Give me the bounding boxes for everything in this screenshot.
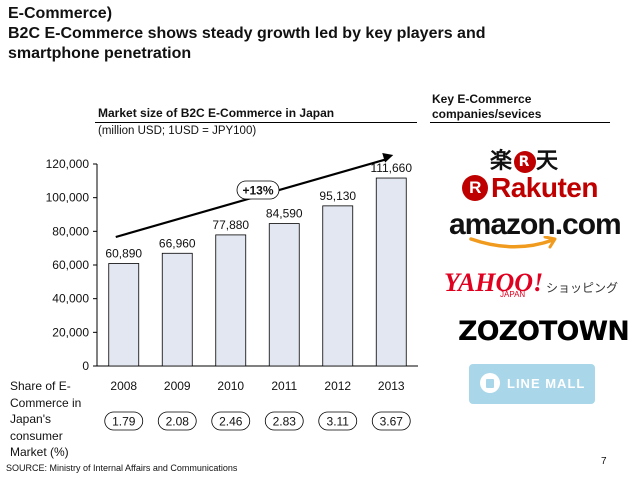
key-companies-rule xyxy=(430,122,610,123)
y-tick-label: 60,000 xyxy=(52,258,89,272)
yahoo-japan-label: JAPAN xyxy=(500,290,526,299)
rakuten-kanji-char-2: 天 xyxy=(536,149,561,174)
rakuten-wordmark: Rakuten xyxy=(491,172,598,203)
rakuten-logo: R Rakuten xyxy=(462,172,598,204)
share-pill-2011 xyxy=(264,411,304,431)
bar-2009 xyxy=(161,252,193,367)
source-note: SOURCE: Ministry of Internal Affairs and… xyxy=(6,463,238,473)
x-tick-label-2012: 2012 xyxy=(324,379,351,393)
share-pill-2008 xyxy=(104,411,144,431)
share-pill-2013 xyxy=(371,411,411,431)
slide-title: E-Commerce) B2C E-Commerce shows steady … xyxy=(8,5,486,62)
page-number: 7 xyxy=(601,456,607,467)
growth-annotation: +13% xyxy=(242,184,273,198)
line-mall-wordmark: LINE MALL xyxy=(507,376,586,391)
y-tick-label: 120,000 xyxy=(46,157,90,171)
bar-2011 xyxy=(268,223,300,367)
share-value-2012: 3.11 xyxy=(327,415,350,429)
bar-2010 xyxy=(215,234,247,367)
data-label-2009: 66,960 xyxy=(159,236,196,250)
line-mall-logo: LINE MALL xyxy=(469,364,595,404)
rakuten-kanji-char-1: 楽 xyxy=(490,149,515,174)
x-tick-label-2009: 2009 xyxy=(164,379,191,393)
data-label-2012: 95,130 xyxy=(319,189,356,203)
x-tick-label-2008: 2008 xyxy=(110,379,137,393)
key-companies-title: Key E-Commerce companies/sevices xyxy=(432,92,542,121)
bar-2012 xyxy=(322,205,354,367)
shopping-bag-icon xyxy=(480,373,500,393)
data-label-2010: 77,880 xyxy=(212,218,249,232)
data-label-2011: 84,590 xyxy=(266,207,303,221)
amazon-smile-icon xyxy=(469,236,557,249)
share-pill-2010 xyxy=(211,411,251,431)
y-tick-label: 0 xyxy=(82,359,89,373)
yahoo-shopping-label: ショッピング xyxy=(546,281,619,295)
share-value-2013: 3.67 xyxy=(380,415,404,429)
x-tick-label-2011: 2011 xyxy=(271,379,297,393)
amazon-logo: amazon.com xyxy=(449,208,622,241)
y-tick-label: 20,000 xyxy=(52,325,89,339)
x-tick-label-2013: 2013 xyxy=(378,379,405,393)
chart-title-rule xyxy=(95,122,417,123)
zozotown-logo: ZOZOTOWN xyxy=(458,316,630,347)
share-value-2009: 2.08 xyxy=(166,415,190,429)
chart-title: Market size of B2C E-Commerce in Japan xyxy=(98,106,335,120)
bar-2013 xyxy=(375,177,407,367)
bar-2008 xyxy=(108,263,140,367)
rakuten-r-icon: R xyxy=(514,151,537,173)
share-value-2011: 2.83 xyxy=(273,415,297,429)
chart-subtitle: (million USD; 1USD = JPY100) xyxy=(98,125,257,137)
share-pill-2009 xyxy=(157,411,197,431)
growth-arrow-head xyxy=(382,153,394,163)
growth-badge xyxy=(236,180,280,200)
yahoo-logo: YAHOO! xyxy=(444,268,544,297)
share-pill-2012 xyxy=(318,411,358,431)
rakuten-r-badge-icon: R xyxy=(462,175,488,201)
x-tick-label-2010: 2010 xyxy=(217,379,244,393)
data-label-2013: 111,660 xyxy=(370,161,412,175)
y-tick-label: 80,000 xyxy=(52,224,89,238)
share-value-2008: 1.79 xyxy=(112,415,136,429)
data-label-2008: 60,890 xyxy=(105,247,142,261)
y-tick-label: 100,000 xyxy=(46,191,90,205)
y-tick-label: 40,000 xyxy=(52,292,89,306)
share-row-label: Share of E-Commerce in Japan's consumer … xyxy=(10,379,82,459)
share-value-2010: 2.46 xyxy=(219,415,243,429)
